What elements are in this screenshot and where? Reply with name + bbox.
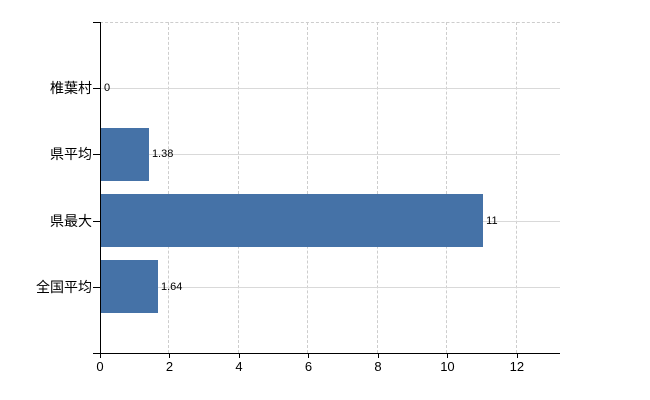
y-axis-tick	[93, 154, 100, 156]
category-label: 県最大	[50, 212, 92, 229]
bar-value-label: 11	[486, 214, 498, 227]
y-axis-boundary-tick	[93, 22, 100, 23]
x-tick-label: 6	[304, 359, 313, 374]
x-axis-tick	[100, 353, 101, 358]
bar[interactable]	[101, 194, 484, 248]
gridline-vertical	[168, 22, 170, 353]
category-label: 椎葉村	[50, 80, 92, 97]
x-axis-tick	[238, 353, 240, 358]
bar[interactable]	[101, 127, 149, 181]
gridline-horizontal	[100, 88, 560, 90]
x-tick-label: 4	[235, 359, 243, 374]
bar-value-label: 1.64	[160, 280, 183, 293]
bar-value-label: 1.38	[151, 148, 174, 161]
x-axis-tick	[447, 353, 449, 358]
gridline-vertical	[237, 22, 239, 353]
x-tick-label: 2	[165, 359, 174, 374]
x-axis-tick	[308, 353, 310, 358]
gridline-horizontal	[100, 154, 560, 156]
x-tick-label: 10	[440, 359, 455, 374]
plot-top-border	[100, 22, 560, 23]
y-axis-line	[100, 22, 101, 353]
y-axis-boundary-tick	[93, 353, 100, 354]
gridline-horizontal	[100, 286, 560, 288]
plot-area: 0 1.38 11 1.64	[100, 22, 560, 353]
bar-value-label: 0	[104, 82, 111, 95]
x-tick-label: 12	[509, 359, 525, 374]
category-label: 県平均	[50, 146, 92, 163]
x-tick-label: 8	[374, 359, 382, 374]
gridline-vertical	[446, 22, 448, 353]
category-label: 全国平均	[36, 278, 92, 295]
y-axis-tick	[93, 286, 100, 288]
y-axis-tick	[93, 220, 100, 222]
x-axis-tick	[377, 353, 379, 358]
x-tick-label: 0	[96, 359, 104, 374]
y-axis-tick	[93, 88, 100, 90]
gridline-vertical	[515, 22, 517, 353]
gridline-vertical	[307, 22, 309, 353]
gridline-vertical	[376, 22, 378, 353]
bar[interactable]	[101, 260, 158, 314]
x-axis-line	[93, 353, 560, 354]
x-axis-tick	[169, 353, 171, 358]
x-axis-tick	[516, 353, 518, 358]
